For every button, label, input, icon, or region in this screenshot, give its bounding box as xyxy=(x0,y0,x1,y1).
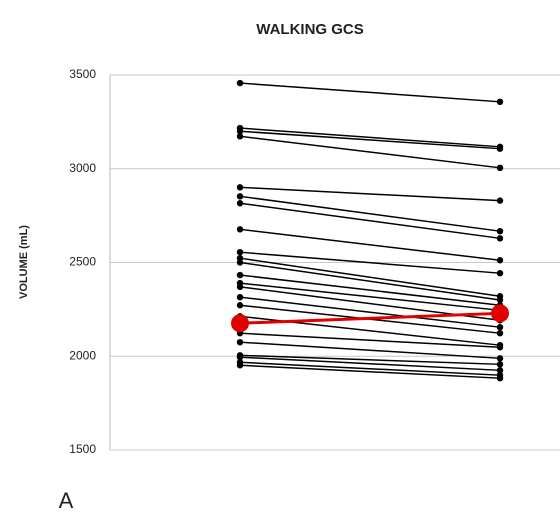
marker xyxy=(496,296,504,304)
marker xyxy=(236,302,244,309)
marker xyxy=(496,235,504,242)
marker xyxy=(496,344,504,351)
marker xyxy=(236,353,244,361)
marker xyxy=(496,164,504,172)
y-tick-label: 2500 xyxy=(69,255,96,269)
marker xyxy=(496,374,504,382)
series-line xyxy=(239,364,501,379)
series-line xyxy=(239,130,501,150)
marker xyxy=(496,197,504,204)
series-line xyxy=(239,361,501,376)
marker xyxy=(496,367,504,374)
marker xyxy=(236,133,244,140)
series-line xyxy=(239,282,501,312)
series-line xyxy=(239,341,501,360)
marker xyxy=(496,323,504,331)
marker xyxy=(236,200,244,207)
marker xyxy=(236,226,244,233)
marker xyxy=(236,338,244,346)
series-line xyxy=(239,356,501,372)
marker xyxy=(236,128,244,135)
y-tick-label: 3500 xyxy=(69,67,96,81)
marker xyxy=(496,145,504,152)
marker xyxy=(236,259,244,266)
chart-title: WALKING GCS xyxy=(256,21,364,38)
marker xyxy=(496,269,504,277)
series-line xyxy=(239,195,501,232)
series-line xyxy=(239,311,501,325)
series-line xyxy=(239,274,501,306)
series-line xyxy=(239,296,501,328)
series-line xyxy=(239,251,501,274)
y-tick-label: 2000 xyxy=(69,348,96,362)
series-line xyxy=(239,82,501,103)
marker xyxy=(491,304,509,323)
y-tick-label: 1500 xyxy=(69,442,96,456)
y-axis-label: VOLUME (mL) xyxy=(18,225,30,299)
marker xyxy=(496,98,504,106)
marker xyxy=(236,79,244,87)
y-tick-label: 3000 xyxy=(69,161,96,175)
marker xyxy=(236,283,244,291)
marker xyxy=(231,314,249,333)
series-line xyxy=(239,202,501,240)
series-line xyxy=(239,261,501,301)
marker xyxy=(236,293,244,301)
marker xyxy=(236,248,244,256)
marker xyxy=(236,193,244,200)
marker xyxy=(496,329,504,337)
marker xyxy=(236,184,244,191)
marker xyxy=(236,362,244,369)
marker xyxy=(496,257,504,264)
panel-label: A xyxy=(59,488,74,513)
marker xyxy=(236,271,244,279)
marker xyxy=(496,227,504,235)
series-line xyxy=(239,354,501,366)
series-line xyxy=(239,186,501,202)
series-line xyxy=(239,135,501,169)
series-line xyxy=(239,127,501,148)
series-line xyxy=(239,228,501,261)
marker xyxy=(496,355,504,362)
series-line xyxy=(239,332,501,348)
marker xyxy=(496,361,504,368)
series-line xyxy=(239,257,501,297)
